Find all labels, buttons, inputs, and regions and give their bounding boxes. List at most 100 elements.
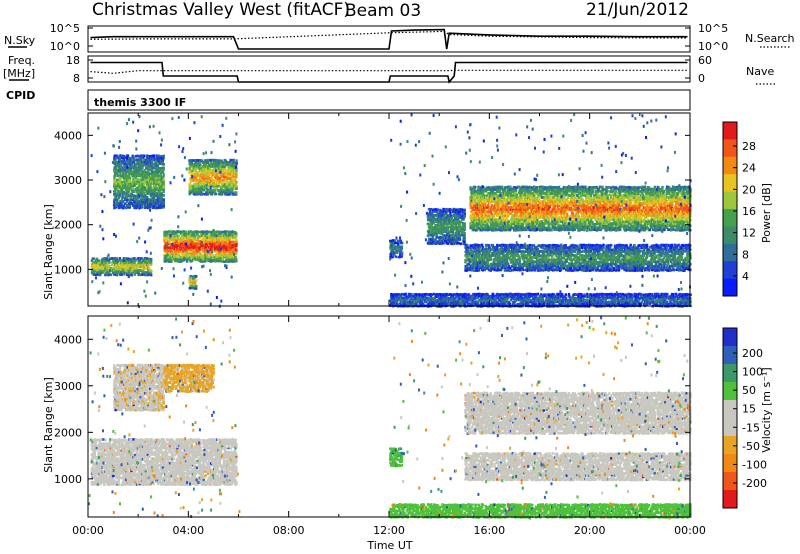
power-cell (183, 251, 187, 255)
power-cell (228, 234, 231, 238)
power-cell (91, 265, 95, 268)
power-cell (233, 242, 236, 245)
power-cell (114, 154, 117, 157)
power-cell (220, 193, 223, 196)
power-cell (138, 170, 141, 174)
power-cell (148, 267, 151, 270)
power-cell (143, 192, 146, 195)
power-cell (195, 251, 198, 255)
power-cell (182, 256, 186, 259)
power-cell (189, 164, 192, 168)
power-cell (191, 163, 194, 166)
power-cell (204, 253, 207, 257)
power-cell (157, 184, 161, 187)
power-cell (165, 232, 168, 235)
power-cell (162, 172, 165, 176)
power-cell (118, 186, 122, 189)
power-cell (151, 176, 154, 180)
power-cell (127, 269, 130, 272)
power-cell (155, 206, 159, 210)
power-cell (120, 176, 123, 179)
power-cell (145, 200, 148, 203)
power-cell (157, 190, 160, 194)
left-tick-label: 10^5 (50, 22, 80, 35)
power-cell (196, 258, 199, 261)
power-cell (148, 188, 152, 192)
power-cell (119, 178, 122, 182)
power-cell (127, 190, 130, 193)
power-cell (480, 214, 484, 218)
power-cell (191, 169, 194, 173)
power-cell (115, 184, 118, 188)
power-cell (203, 238, 206, 241)
power-cell (150, 257, 153, 261)
power-cell (132, 156, 135, 160)
power-cell (133, 257, 136, 260)
power-cell (115, 273, 119, 277)
power-cell (120, 273, 123, 276)
power-cell (174, 237, 177, 240)
power-cell (159, 158, 163, 162)
power-cell (143, 267, 146, 271)
power-cell (231, 246, 234, 250)
power-cell (122, 168, 126, 171)
power-cell (226, 258, 230, 261)
power-cell (161, 159, 165, 162)
power-cell (235, 242, 238, 246)
power-cell (151, 187, 155, 190)
power-cell (219, 256, 222, 260)
power-cell (162, 182, 165, 186)
power-cell (207, 259, 210, 263)
power-cell (118, 158, 122, 162)
power-cell (194, 242, 197, 245)
power-cell (102, 271, 105, 274)
power-cell (133, 184, 136, 187)
power-cell (436, 208, 439, 211)
power-cell (457, 241, 460, 245)
power-cell (400, 241, 404, 245)
power-cell (117, 196, 121, 200)
power-cell (182, 230, 186, 233)
power-cell (159, 188, 162, 191)
power-cell (120, 269, 124, 272)
power-cell (123, 164, 127, 167)
power-cell (142, 190, 145, 193)
power-cell (138, 158, 141, 162)
power-cell (224, 246, 228, 249)
power-cell (141, 191, 144, 195)
power-cell (99, 263, 102, 267)
power-cell (201, 254, 204, 257)
power-cell (215, 240, 219, 244)
power-cell (180, 234, 184, 238)
power-cell (134, 178, 138, 182)
power-cell (107, 263, 110, 266)
power-cell (152, 202, 156, 206)
power-cell (162, 166, 165, 170)
power-cell (122, 160, 126, 163)
power-cell (174, 242, 177, 245)
power-cell (536, 186, 539, 189)
power-cell (138, 190, 141, 194)
power-cell (147, 257, 151, 261)
power-cell (521, 222, 525, 226)
power-cell (115, 196, 118, 199)
power-cell (146, 257, 149, 260)
power-cell (162, 180, 165, 183)
power-cell (127, 158, 131, 162)
power-cell (190, 230, 193, 234)
power-cell (222, 242, 225, 245)
power-cell (145, 170, 148, 174)
power-cell (179, 242, 183, 245)
power-cell (161, 176, 164, 180)
power-cell (232, 244, 235, 247)
power-cell (170, 258, 173, 261)
power-cell (183, 240, 187, 243)
power-cell (160, 192, 163, 195)
power-cell (429, 208, 432, 211)
power-cell (171, 233, 174, 236)
power-cell (114, 269, 118, 273)
power-cell (147, 170, 150, 174)
power-cell (192, 164, 195, 168)
beam-label: Beam 03 (345, 1, 421, 21)
